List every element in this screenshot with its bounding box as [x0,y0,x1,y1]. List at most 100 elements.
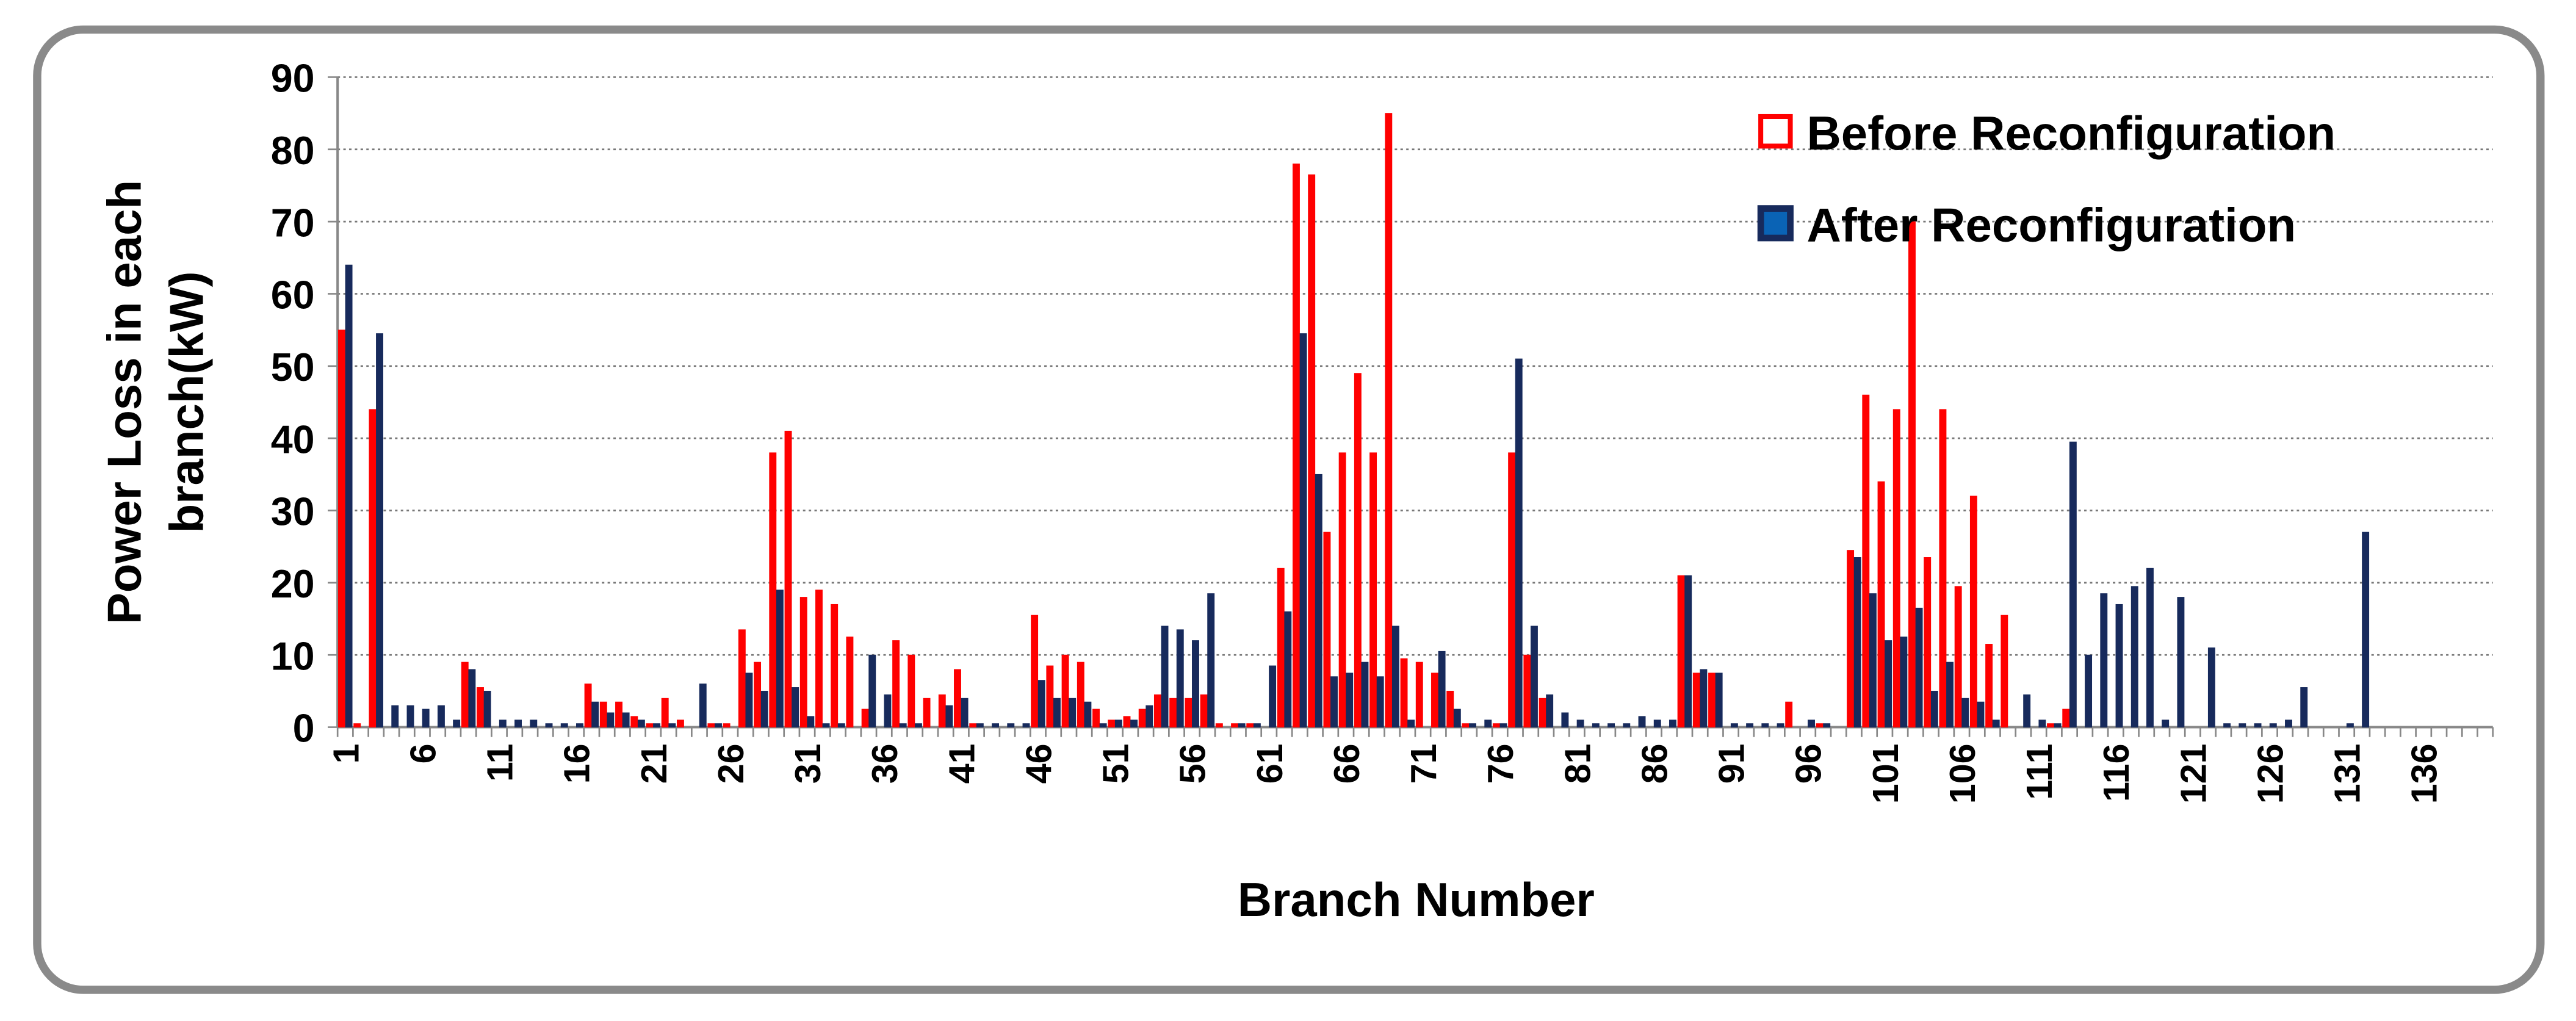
bar [2069,441,2077,727]
legend-swatch [1758,114,1793,149]
bar [1231,723,1239,727]
bar [1338,452,1346,727]
x-tick-label: 46 [1018,743,1059,784]
bar [2001,615,2008,727]
bar [1053,698,1061,727]
bar [1961,698,1969,727]
x-tick-label: 121 [2173,743,2213,804]
x-tick-label: 131 [2327,743,2368,804]
bar [1530,626,1538,727]
bar [2085,654,2093,727]
bar [1200,694,1208,727]
x-tick-label: 36 [864,743,905,784]
y-axis-title-line: Power Loss in each [97,180,151,624]
bar [892,640,900,727]
bar [1369,452,1377,727]
bar [715,723,722,727]
bar [2054,723,2062,727]
bar [1638,716,1646,727]
x-tick-label: 126 [2249,743,2290,804]
bar [1992,720,2000,727]
bar [1207,593,1215,727]
bar [1607,723,1615,727]
bar [1346,673,1354,727]
bar [707,723,715,727]
bar [668,723,676,727]
bar [799,597,807,727]
bar [1546,694,1554,727]
bar [1145,705,1153,727]
bar [1785,701,1793,727]
x-tick-label: 66 [1326,743,1367,784]
bar [1130,720,1138,727]
bar [646,723,654,727]
x-tick-label: 51 [1095,743,1136,784]
bar [406,705,414,727]
y-tick-label: 90 [271,57,315,101]
x-tick-label: 116 [2096,743,2137,801]
bar [376,333,383,727]
bar [884,694,892,727]
x-tick-label: 96 [1788,743,1829,784]
bar [899,723,907,727]
bar [1031,615,1039,727]
bar [437,705,445,727]
bar [1284,611,1292,727]
bar [1924,557,1932,727]
bar [1308,174,1316,727]
x-tick-label: 106 [1942,743,1983,804]
bar [1246,723,1254,727]
bar [1900,637,1908,727]
bar [1977,701,1985,727]
bar [1777,723,1784,727]
bar [961,698,969,727]
bar [954,669,961,727]
bar [992,723,1000,727]
bar [1354,373,1362,727]
bar [1453,709,1461,727]
x-tick-label: 6 [402,743,443,763]
bar [1385,113,1393,727]
x-tick-label: 21 [633,743,674,784]
bar [776,590,784,727]
bar [1499,723,1507,727]
bar [1092,709,1100,727]
bar [745,673,753,727]
bar [1138,709,1146,727]
bar [754,662,762,727]
bar [1692,673,1700,727]
x-tick-label: 136 [2404,743,2445,804]
bar [938,694,946,727]
bar [1077,662,1084,727]
bar [1869,593,1877,727]
bar [353,723,361,727]
bar [1523,654,1531,727]
x-tick-label: 16 [557,743,597,784]
bar [545,723,553,727]
y-tick-label: 20 [271,562,315,606]
bar [807,716,815,727]
bar [391,705,399,727]
bar [1238,723,1246,727]
bar [1539,698,1546,727]
bar [1969,496,1977,727]
bar [760,690,768,727]
bar [453,720,461,727]
bar [676,720,684,727]
bar [861,709,869,727]
bar [2346,723,2354,727]
x-tick-label: 71 [1403,743,1444,784]
bar [2285,720,2292,727]
bar [1761,723,1769,727]
x-tick-label: 26 [710,743,751,784]
bar [792,687,799,727]
bar [477,687,484,727]
bar [661,698,669,727]
bar [1215,723,1223,727]
bar [1185,698,1192,727]
bar [1462,723,1470,727]
bar [1808,720,1815,727]
bar [1930,690,1938,727]
bar [1330,676,1338,727]
